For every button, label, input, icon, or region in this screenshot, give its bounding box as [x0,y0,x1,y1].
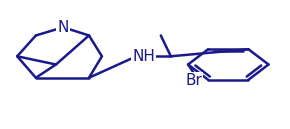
Text: N: N [57,20,69,35]
Text: NH: NH [132,49,155,64]
Text: Br: Br [185,73,202,88]
